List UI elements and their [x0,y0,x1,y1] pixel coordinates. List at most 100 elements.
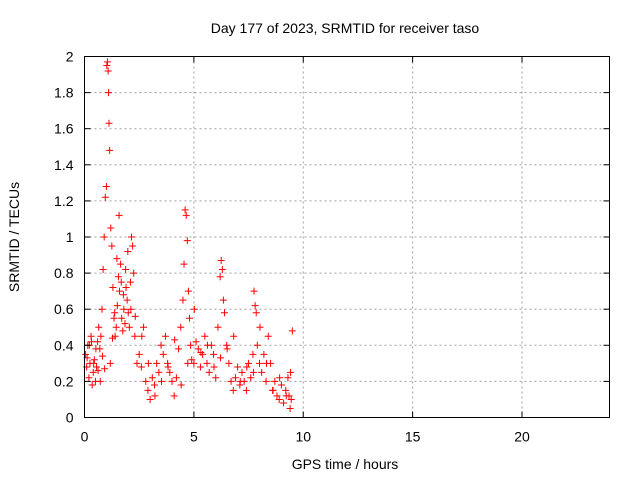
data-point [157,341,165,349]
data-point [263,359,270,367]
data-point [271,377,279,385]
data-point [181,206,189,214]
data-point [140,323,148,331]
data-point [135,350,143,358]
data-point [180,260,188,268]
data-point [168,377,176,385]
data-point [264,332,272,340]
data-point [260,350,268,358]
data-point [273,392,281,400]
x-tick-labels: 0 5 10 15 20 [81,429,530,445]
data-point [98,352,106,360]
data-point [97,332,105,340]
y-tick-label: 0.2 [54,373,74,389]
data-point [153,359,161,367]
data-point [210,363,218,371]
data-point [103,58,111,66]
y-axis-title: SRMTID / TECUs [6,182,22,292]
data-point [117,260,125,268]
data-point [238,368,246,376]
data-point [129,242,137,250]
data-point [138,332,146,340]
data-point [247,374,255,382]
data-point [166,368,174,376]
data-point [234,363,242,371]
data-point [288,327,296,335]
data-point [221,309,228,317]
x-tick-label: 10 [295,429,311,445]
data-point [217,354,225,362]
data-point [146,395,154,403]
data-point [287,395,295,403]
data-point [112,323,120,331]
y-tick-label: 0.6 [54,301,74,317]
data-point [144,386,152,394]
data-point [236,377,244,385]
data-point [184,359,192,367]
data-point [131,332,139,340]
data-point [108,242,116,250]
data-point [103,62,111,70]
data-point [186,314,193,322]
data-point [130,269,138,277]
data-point [109,284,117,292]
data-point [256,359,263,367]
data-point [269,386,277,394]
y-tick-label: 0.8 [54,265,74,281]
data-point [287,368,295,376]
data-point [90,356,98,364]
data-point [194,345,202,353]
data-point [124,309,132,317]
data-point [245,359,253,367]
y-tick-label: 1.2 [54,193,74,209]
data-point [94,338,102,346]
data-point [101,365,109,373]
data-point [122,265,130,273]
data-points [82,58,296,412]
data-point [256,323,264,331]
data-point [142,377,150,385]
data-point [161,332,169,340]
data-point [122,284,130,292]
data-point [182,211,190,219]
data-point [117,278,125,286]
data-point [280,399,288,407]
data-point [199,350,207,358]
x-tick-label: 5 [190,429,198,445]
data-point [128,233,136,241]
data-point [175,345,183,353]
data-point [225,359,233,367]
data-point [133,359,141,367]
data-point [123,296,131,304]
data-point [190,305,198,313]
data-point [102,182,110,190]
data-point [216,273,224,281]
data-point [188,356,196,364]
data-point [124,247,132,255]
data-point [151,381,158,389]
data-point [258,368,266,376]
data-point [118,314,126,322]
data-point [187,341,195,349]
data-point [253,341,261,349]
data-point [85,374,93,382]
x-tick-label: 0 [81,429,89,445]
data-point [96,377,104,385]
data-point [148,374,156,382]
data-point [119,327,127,335]
data-point [230,332,238,340]
data-point [223,345,231,353]
data-point [218,265,226,273]
data-point [177,381,185,389]
data-point [109,334,116,342]
data-point [192,338,200,346]
data-point [217,256,225,264]
data-point [219,296,227,304]
data-point [210,350,218,358]
data-point [164,363,172,371]
data-point [110,314,118,322]
data-point [201,332,209,340]
data-point [249,350,257,358]
data-point [277,381,285,389]
data-point [171,336,179,344]
